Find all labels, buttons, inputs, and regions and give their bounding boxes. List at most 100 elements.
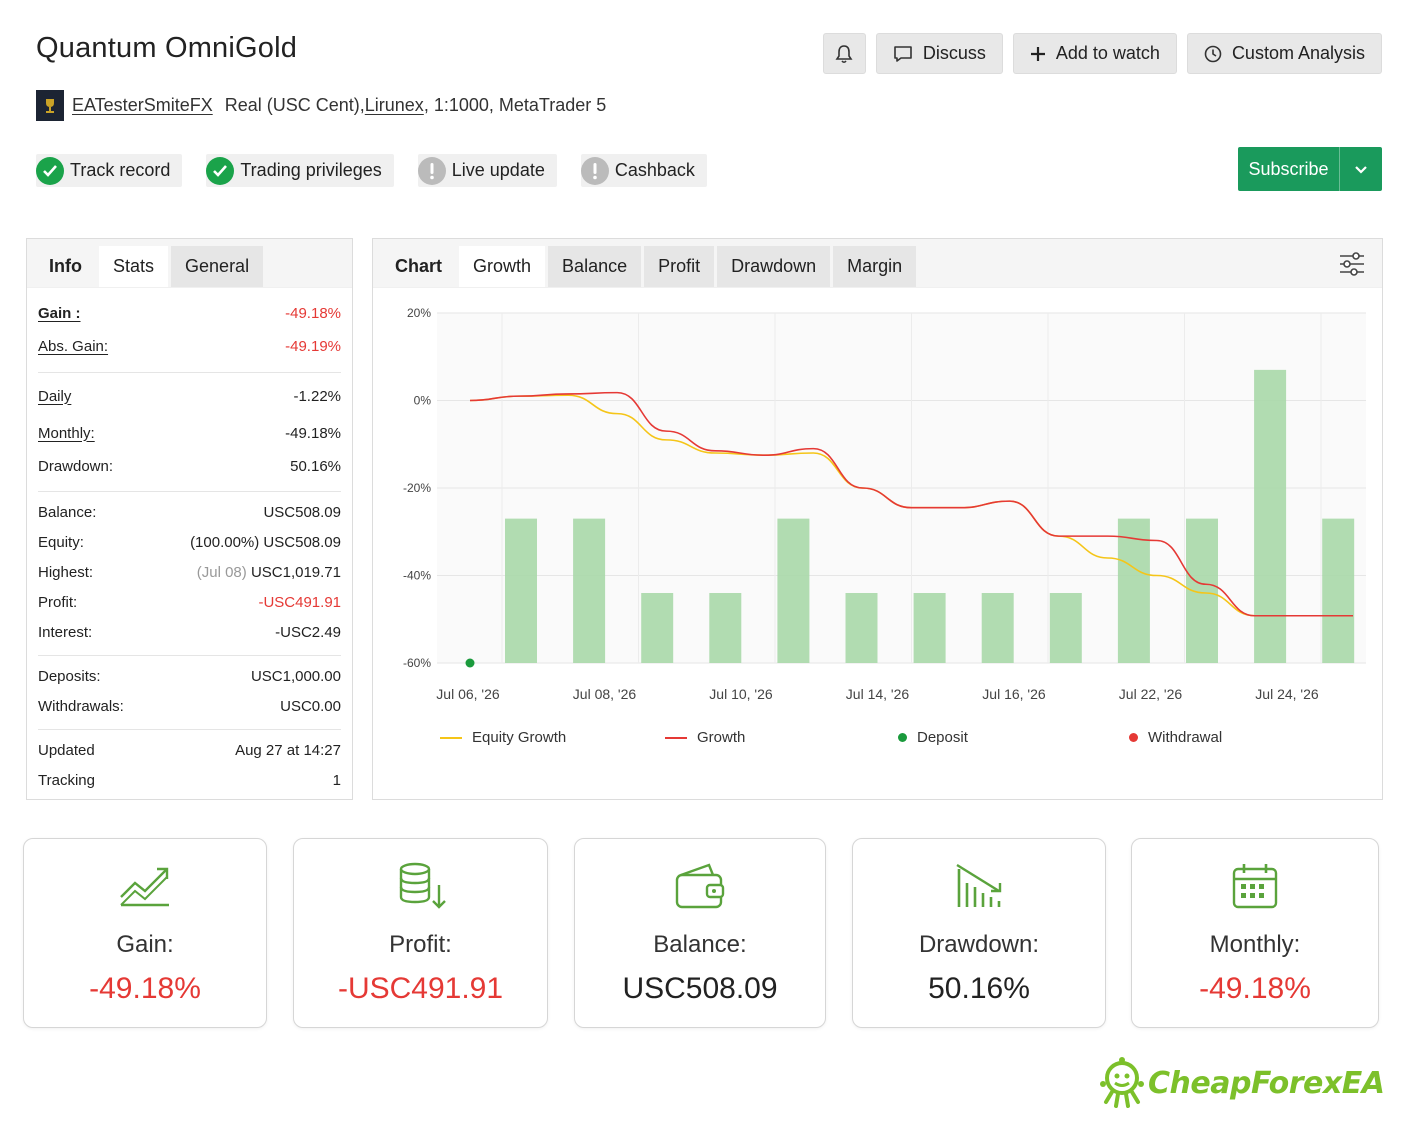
interest-row: Interest: -USC2.49	[38, 617, 341, 647]
tab-general[interactable]: General	[171, 246, 263, 287]
bell-icon	[835, 44, 853, 64]
badge-label: Track record	[70, 160, 170, 181]
balance-row: Balance: USC508.09	[38, 497, 341, 527]
clock-icon	[1204, 45, 1222, 63]
top-actions: Discuss Add to watch Custom Analysis	[823, 33, 1382, 74]
y-tick-label: -60%	[403, 656, 431, 670]
comment-icon	[893, 45, 913, 63]
equity-label: Equity:	[38, 534, 84, 551]
tab-margin[interactable]: Margin	[833, 246, 916, 287]
brand-name: CheapForexEA	[1148, 1066, 1384, 1101]
bar	[641, 593, 673, 663]
y-tick-label: 20%	[407, 306, 431, 320]
legend-equity-growth[interactable]: Equity Growth	[440, 729, 566, 746]
badge-label: Live update	[452, 160, 545, 181]
wallet-icon	[673, 861, 727, 916]
bar	[846, 593, 878, 663]
updated-label: Updated	[38, 742, 95, 759]
badge-cashback[interactable]: Cashback	[581, 154, 707, 187]
card-value: -49.18%	[24, 972, 266, 1006]
tab-drawdown[interactable]: Drawdown	[717, 246, 830, 287]
y-tick-label: -40%	[403, 569, 431, 583]
info-panel: Info Stats General Gain : -49.18% Abs. G…	[26, 238, 353, 800]
info-tabbar: Info Stats General	[27, 239, 352, 288]
abs-gain-value: -49.19%	[285, 338, 341, 355]
legend-withdrawal[interactable]: Withdrawal	[1129, 729, 1222, 746]
legend-label: Deposit	[917, 729, 968, 746]
legend-line-icon	[440, 737, 462, 739]
bar	[505, 519, 537, 663]
coins-down-icon	[395, 861, 447, 916]
growth-chart: 20% 0% -20% -40% -60% Jul 06, '26 Jul 08, '26 J…	[373, 289, 1382, 729]
card-value: USC508.09	[575, 972, 825, 1006]
deposit-marker	[466, 659, 475, 668]
exclamation-icon	[418, 157, 446, 185]
drawdown-label: Drawdown:	[38, 458, 113, 475]
tab-growth[interactable]: Growth	[459, 246, 545, 287]
monthly-label[interactable]: Monthly:	[38, 425, 95, 442]
equity-value: (100.00%) USC508.09	[190, 534, 341, 551]
trophy-icon	[43, 97, 57, 115]
x-tick-label: Jul 08, '26	[573, 686, 637, 702]
y-tick-label: -20%	[403, 481, 431, 495]
abs-gain-label[interactable]: Abs. Gain:	[38, 338, 108, 355]
bar	[982, 593, 1014, 663]
card-label: Monthly:	[1132, 931, 1378, 959]
add-to-watch-button[interactable]: Add to watch	[1013, 33, 1177, 74]
x-tick-label: Jul 10, '26	[709, 686, 773, 702]
daily-label[interactable]: Daily	[38, 388, 71, 405]
profit-value: -USC491.91	[258, 594, 341, 611]
gain-label[interactable]: Gain :	[38, 305, 81, 322]
gain-row: Gain : -49.18%	[38, 297, 341, 330]
withdrawals-row: Withdrawals: USC0.00	[38, 691, 341, 721]
chart-settings-button[interactable]	[1338, 251, 1366, 282]
tracking-label: Tracking	[38, 772, 95, 789]
mascot-icon	[1098, 1056, 1146, 1110]
notification-button[interactable]	[823, 33, 866, 74]
deposits-value: USC1,000.00	[251, 668, 341, 685]
badge-trading-privileges[interactable]: Trading privileges	[206, 154, 393, 187]
card-profit: Profit: -USC491.91	[293, 838, 548, 1028]
x-tick-label: Jul 06, '26	[436, 686, 500, 702]
chevron-down-icon[interactable]	[1340, 147, 1382, 191]
card-gain: Gain: -49.18%	[23, 838, 267, 1028]
withdrawals-value: USC0.00	[280, 698, 341, 715]
balance-label: Balance:	[38, 504, 96, 521]
updated-value: Aug 27 at 14:27	[235, 742, 341, 759]
tab-profit[interactable]: Profit	[644, 246, 714, 287]
bar	[777, 519, 809, 663]
legend-deposit[interactable]: Deposit	[898, 729, 968, 746]
badge-track-record[interactable]: Track record	[36, 154, 182, 187]
highest-date: (Jul 08)	[197, 564, 247, 581]
plus-icon	[1030, 46, 1046, 62]
brand-logo: CheapForexEA	[1098, 1056, 1384, 1110]
divider	[38, 729, 341, 730]
tab-chart[interactable]: Chart	[381, 246, 456, 287]
tab-info[interactable]: Info	[35, 246, 96, 287]
exclamation-icon	[581, 157, 609, 185]
legend-label: Withdrawal	[1148, 729, 1222, 746]
withdrawals-label: Withdrawals:	[38, 698, 124, 715]
chart-tabbar: Chart Growth Balance Profit Drawdown Mar…	[373, 239, 1382, 288]
tab-balance[interactable]: Balance	[548, 246, 641, 287]
tab-stats[interactable]: Stats	[99, 246, 168, 287]
updated-row: Updated Aug 27 at 14:27	[38, 735, 341, 765]
calendar-icon	[1230, 861, 1280, 916]
legend-growth[interactable]: Growth	[665, 729, 745, 746]
custom-analysis-button[interactable]: Custom Analysis	[1187, 33, 1382, 74]
card-label: Drawdown:	[853, 931, 1105, 959]
growth-chart-icon	[119, 861, 171, 914]
daily-row: Daily -1.22%	[38, 377, 341, 415]
bar	[1050, 593, 1082, 663]
discuss-button[interactable]: Discuss	[876, 33, 1003, 74]
discuss-label: Discuss	[923, 43, 986, 64]
drawdown-value: 50.16%	[290, 458, 341, 475]
subscribe-button[interactable]: Subscribe	[1238, 147, 1382, 191]
badge-label: Cashback	[615, 160, 695, 181]
author-link[interactable]: EATesterSmiteFX	[72, 95, 213, 116]
card-value: 50.16%	[853, 972, 1105, 1006]
badge-live-update[interactable]: Live update	[418, 154, 557, 187]
custom-analysis-label: Custom Analysis	[1232, 43, 1365, 64]
broker-link[interactable]: Lirunex	[365, 95, 424, 116]
highest-value: USC1,019.71	[251, 564, 341, 581]
